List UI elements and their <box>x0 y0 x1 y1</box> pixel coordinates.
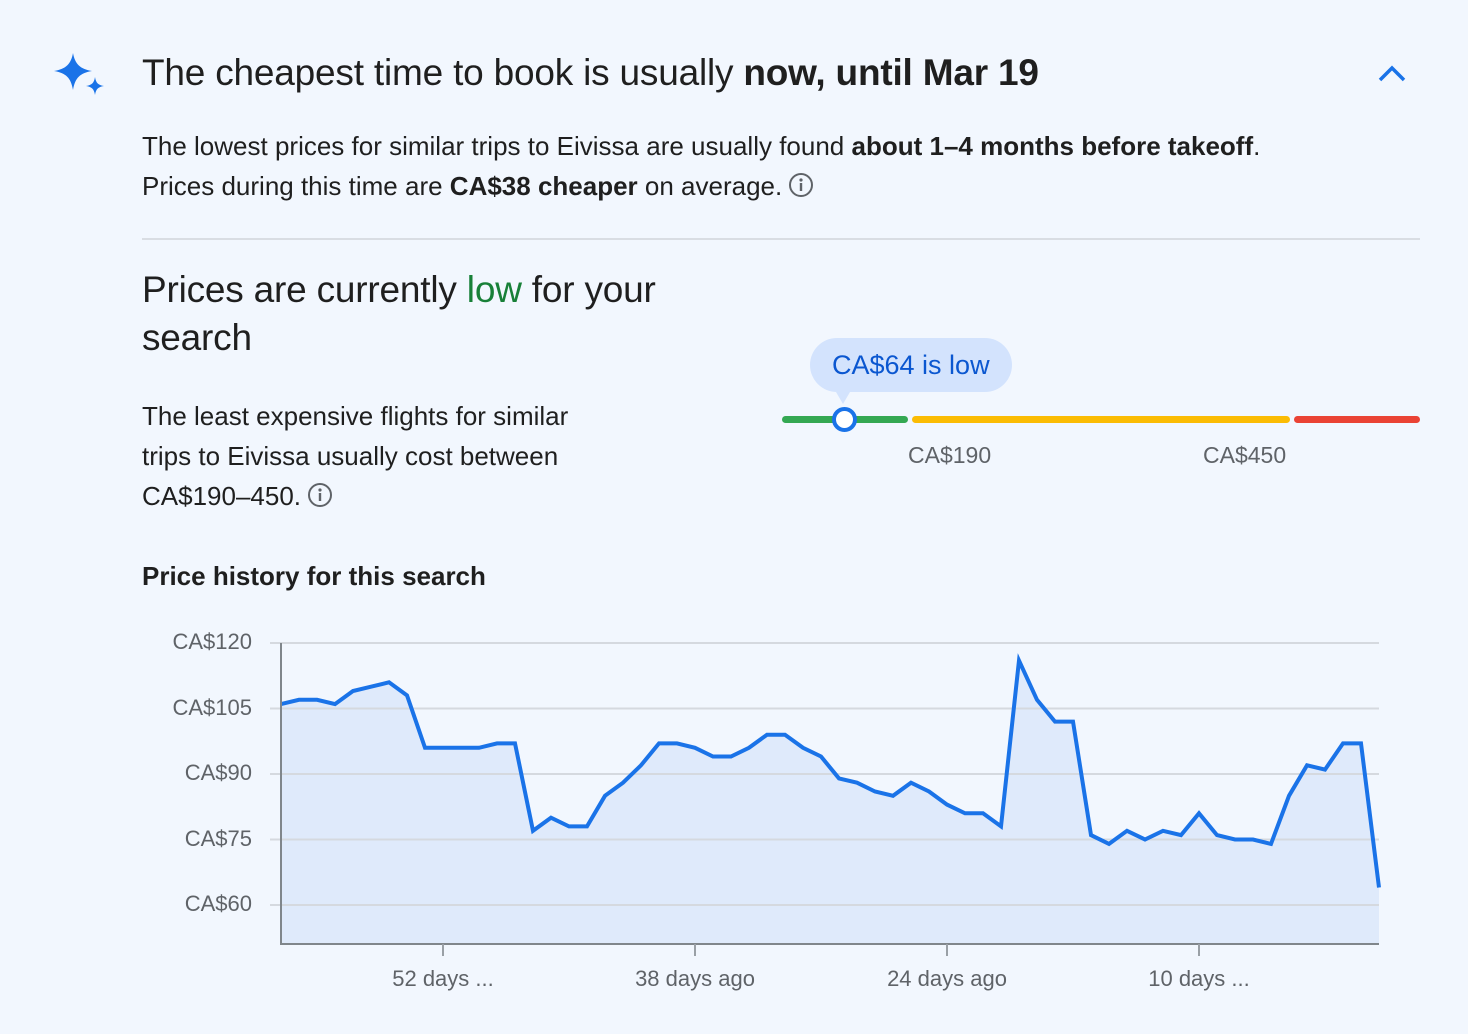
typical-price-range-description: The least expensive flights for similar … <box>142 396 582 516</box>
info-icon[interactable] <box>788 172 814 198</box>
headline-bold-text: now, until Mar 19 <box>743 52 1039 93</box>
y-tick-label: CA$90 <box>184 760 252 785</box>
info-icon[interactable] <box>307 482 333 508</box>
price-level-gauge: CA$64 is low CA$190 CA$450 <box>780 330 1422 480</box>
current-price-bubble: CA$64 is low <box>810 338 1012 392</box>
chevron-up-icon <box>1378 65 1406 82</box>
summary-booking-window: about 1–4 months before takeoff <box>851 131 1254 161</box>
summary-text: on average. <box>637 171 783 201</box>
price-level-title: Prices are currently low for your search <box>142 266 662 362</box>
summary-text: The lowest prices for similar trips to E… <box>142 131 852 161</box>
x-tick-label: 38 days ago <box>635 966 755 991</box>
section-divider <box>142 238 1420 240</box>
booking-summary: The lowest prices for similar trips to E… <box>142 126 1302 206</box>
y-tick-label: CA$75 <box>184 825 252 851</box>
y-tick-label: CA$105 <box>172 694 252 720</box>
gauge-high-threshold-label: CA$450 <box>1203 442 1287 468</box>
y-tick-label: CA$120 <box>172 629 252 654</box>
price-history-chart[interactable]: CA$120 CA$105 CA$90 CA$75 CA$60 52 days ... 3… <box>0 600 1468 1020</box>
gauge-high-segment <box>1294 416 1420 423</box>
current-price-marker <box>832 407 857 432</box>
price-level-text: Prices are currently <box>142 269 467 310</box>
price-history-title: Price history for this search <box>142 561 486 591</box>
price-area-fill <box>281 660 1379 944</box>
range-text: The least expensive flights for similar … <box>142 401 569 511</box>
price-level-text: for your search <box>142 269 656 358</box>
x-tick-label: 10 days ... <box>1148 966 1250 991</box>
gauge-low-threshold-label: CA$190 <box>908 442 992 468</box>
price-line[interactable] <box>280 653 1381 888</box>
chart-axes <box>280 643 1379 945</box>
y-tick-label: CA$60 <box>184 891 252 916</box>
x-tick-label: 24 days ago <box>887 966 1007 991</box>
summary-savings: CA$38 cheaper <box>449 171 638 201</box>
booking-time-headline: The cheapest time to book is usually now… <box>142 50 1039 96</box>
ai-sparkle-icon <box>54 53 104 95</box>
price-level-badge: low <box>466 269 522 310</box>
bubble-pointer <box>836 392 850 404</box>
summary-text: . Prices during this time are <box>142 131 1261 201</box>
gauge-typical-segment <box>912 416 1290 423</box>
headline-text: The cheapest time to book is usually <box>142 52 744 93</box>
collapse-button[interactable] <box>1370 56 1414 92</box>
x-tick-label: 52 days ... <box>392 966 494 991</box>
price-history-plot[interactable] <box>0 600 1468 1020</box>
